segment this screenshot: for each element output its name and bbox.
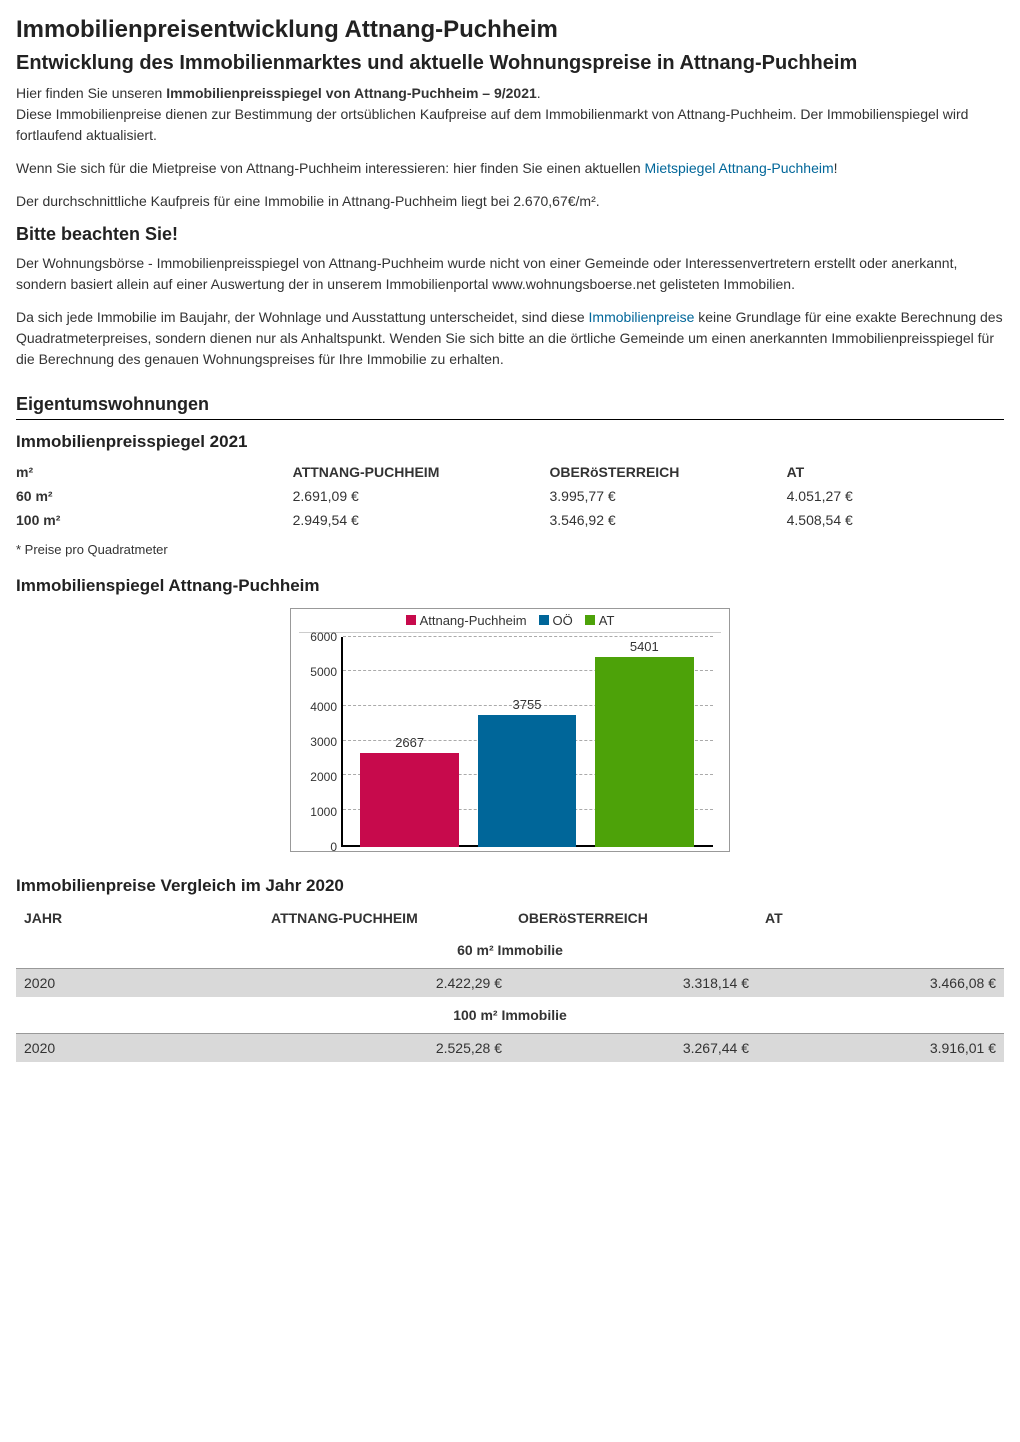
cmp-c1: 2.422,29 € bbox=[263, 968, 510, 997]
th-attnang: ATTNANG-PUCHHEIM bbox=[293, 460, 550, 484]
legend-label: OÖ bbox=[553, 613, 573, 628]
section-eigentum-heading: Eigentumswohnungen bbox=[16, 394, 1004, 420]
chart-bar: 2667 bbox=[360, 753, 459, 846]
row-key: 100 m² bbox=[16, 508, 293, 532]
chart-container: Attnang-Puchheim OÖ AT 01000200030004000… bbox=[16, 608, 1004, 852]
chart-bar: 5401 bbox=[595, 657, 694, 846]
legend-square-icon bbox=[539, 615, 549, 625]
row-c2: 3.995,77 € bbox=[550, 484, 787, 508]
y-tick-label: 0 bbox=[330, 840, 337, 854]
cmp-th-ooe: OBERöSTERREICH bbox=[510, 904, 757, 932]
table2021-heading: Immobilienpreisspiegel 2021 bbox=[16, 432, 1004, 452]
legend-square-icon bbox=[406, 615, 416, 625]
legend-label: AT bbox=[599, 613, 615, 628]
cmp-th-year: JAHR bbox=[16, 904, 263, 932]
table-row: 100 m² 2.949,54 € 3.546,92 € 4.508,54 € bbox=[16, 508, 1004, 532]
row-c3: 4.508,54 € bbox=[787, 508, 1004, 532]
cmp-c2: 3.267,44 € bbox=[510, 1033, 757, 1062]
intro-line-1-bold: Immobilienpreisspiegel von Attnang-Puchh… bbox=[166, 85, 537, 101]
row-c1: 2.691,09 € bbox=[293, 484, 550, 508]
table2021-footnote: * Preise pro Quadratmeter bbox=[16, 540, 1004, 560]
y-tick-label: 3000 bbox=[310, 735, 337, 749]
intro-line-1: Hier finden Sie unseren Immobilienpreiss… bbox=[16, 83, 1004, 146]
page-subtitle: Entwicklung des Immobilienmarktes und ak… bbox=[16, 52, 1004, 75]
th-ooe: OBERöSTERREICH bbox=[550, 460, 787, 484]
table-row: 60 m² 2.691,09 € 3.995,77 € 4.051,27 € bbox=[16, 484, 1004, 508]
bar-value-label: 2667 bbox=[395, 735, 424, 750]
th-m2: m² bbox=[16, 460, 293, 484]
notice-p1: Der Wohnungsbörse - Immobilienpreisspieg… bbox=[16, 253, 1004, 295]
legend-square-icon bbox=[585, 615, 595, 625]
chart-y-axis: 0100020003000400050006000 bbox=[299, 637, 339, 847]
row-c3: 4.051,27 € bbox=[787, 484, 1004, 508]
intro-line-1-suffix: . bbox=[537, 85, 541, 101]
y-tick-label: 5000 bbox=[310, 665, 337, 679]
chart-plot-area: 0100020003000400050006000 266737555401 bbox=[341, 637, 713, 847]
notice-heading: Bitte beachten Sie! bbox=[16, 224, 1004, 245]
notice-p2: Da sich jede Immobilie im Baujahr, der W… bbox=[16, 307, 1004, 370]
cmp-year: 2020 bbox=[16, 968, 263, 997]
y-tick-label: 6000 bbox=[310, 630, 337, 644]
intro-line-3: Wenn Sie sich für die Mietpreise von Att… bbox=[16, 158, 1004, 179]
notice-p2-prefix: Da sich jede Immobilie im Baujahr, der W… bbox=[16, 309, 589, 325]
chart-bar: 3755 bbox=[478, 715, 577, 846]
intro-line-3-suffix: ! bbox=[834, 160, 838, 176]
cmp-th-attnang: ATTNANG-PUCHHEIM bbox=[263, 904, 510, 932]
chart-box: Attnang-Puchheim OÖ AT 01000200030004000… bbox=[290, 608, 730, 852]
immobilienpreise-link[interactable]: Immobilienpreise bbox=[589, 309, 695, 325]
intro-line-1-prefix: Hier finden Sie unseren bbox=[16, 85, 166, 101]
chart-legend: Attnang-Puchheim OÖ AT bbox=[299, 613, 721, 633]
cmp-th-at: AT bbox=[757, 904, 1004, 932]
mietspiegel-link[interactable]: Mietspiegel Attnang-Puchheim bbox=[645, 160, 834, 176]
cmp-c3: 3.916,01 € bbox=[757, 1033, 1004, 1062]
legend-item-at: AT bbox=[585, 613, 615, 628]
th-at: AT bbox=[787, 460, 1004, 484]
y-tick-label: 2000 bbox=[310, 770, 337, 784]
bar-value-label: 5401 bbox=[630, 639, 659, 654]
cmp-c2: 3.318,14 € bbox=[510, 968, 757, 997]
chart-bars: 266737555401 bbox=[341, 637, 713, 847]
legend-item-ooe: OÖ bbox=[539, 613, 573, 628]
intro-line-2: Diese Immobilienpreise dienen zur Bestim… bbox=[16, 106, 968, 143]
cmp-subhead-label: 60 m² Immobilie bbox=[16, 932, 1004, 969]
comparison-table: JAHR ATTNANG-PUCHHEIM OBERöSTERREICH AT … bbox=[16, 904, 1004, 1062]
cmp-subhead-100: 100 m² Immobilie bbox=[16, 997, 1004, 1034]
price-table-2021: m² ATTNANG-PUCHHEIM OBERöSTERREICH AT 60… bbox=[16, 460, 1004, 532]
cmp-data-row: 2020 2.422,29 € 3.318,14 € 3.466,08 € bbox=[16, 968, 1004, 997]
legend-item-attnang: Attnang-Puchheim bbox=[406, 613, 527, 628]
y-tick-label: 4000 bbox=[310, 700, 337, 714]
cmp-year: 2020 bbox=[16, 1033, 263, 1062]
cmp-subhead-60: 60 m² Immobilie bbox=[16, 932, 1004, 969]
cmp-heading: Immobilienpreise Vergleich im Jahr 2020 bbox=[16, 876, 1004, 896]
cmp-c3: 3.466,08 € bbox=[757, 968, 1004, 997]
row-c2: 3.546,92 € bbox=[550, 508, 787, 532]
cmp-c1: 2.525,28 € bbox=[263, 1033, 510, 1062]
bar-value-label: 3755 bbox=[513, 697, 542, 712]
y-tick-label: 1000 bbox=[310, 805, 337, 819]
legend-label: Attnang-Puchheim bbox=[420, 613, 527, 628]
chart-heading: Immobilienspiegel Attnang-Puchheim bbox=[16, 576, 1004, 596]
row-key: 60 m² bbox=[16, 484, 293, 508]
cmp-data-row: 2020 2.525,28 € 3.267,44 € 3.916,01 € bbox=[16, 1033, 1004, 1062]
page-title: Immobilienpreisentwicklung Attnang-Puchh… bbox=[16, 16, 1004, 44]
row-c1: 2.949,54 € bbox=[293, 508, 550, 532]
intro-line-4: Der durchschnittliche Kaufpreis für eine… bbox=[16, 191, 1004, 212]
intro-line-3-prefix: Wenn Sie sich für die Mietpreise von Att… bbox=[16, 160, 645, 176]
cmp-subhead-label: 100 m² Immobilie bbox=[16, 997, 1004, 1034]
